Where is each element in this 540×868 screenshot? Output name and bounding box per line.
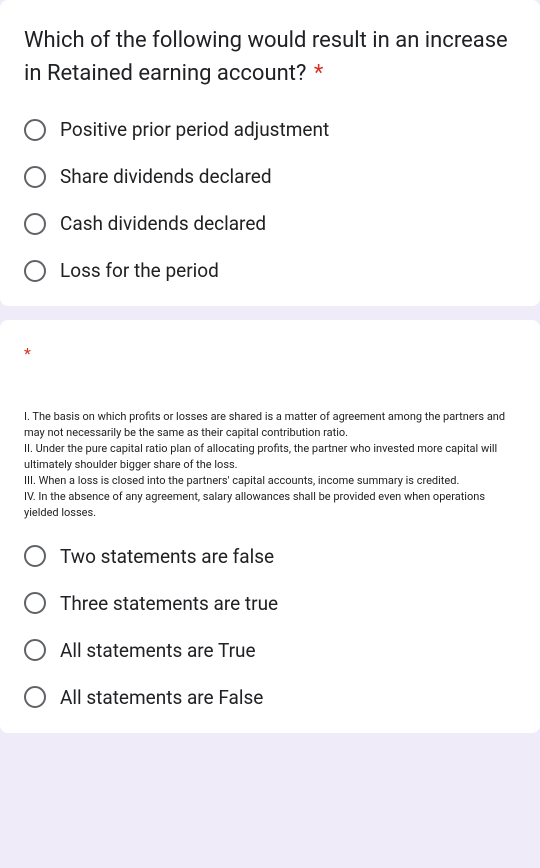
question-text: Which of the following would result in a… <box>24 28 508 86</box>
question-card-2: * I. The basis on which profits or losse… <box>0 320 540 733</box>
question-title: Which of the following would result in a… <box>24 24 516 90</box>
option-label: Three statements are true <box>60 592 278 615</box>
radio-option[interactable]: Two statements are false <box>24 545 516 568</box>
question-card-1: Which of the following would result in a… <box>0 0 540 306</box>
radio-icon <box>24 166 46 188</box>
option-label: Two statements are false <box>60 545 274 568</box>
radio-icon <box>24 686 46 708</box>
option-label: Loss for the period <box>60 259 219 282</box>
radio-option[interactable]: Loss for the period <box>24 259 516 282</box>
statement-line: IV. In the absence of any agreement, sal… <box>24 489 516 521</box>
radio-icon <box>24 213 46 235</box>
radio-option[interactable]: Cash dividends declared <box>24 212 516 235</box>
statement-line: III. When a loss is closed into the part… <box>24 473 516 489</box>
option-label: Positive prior period adjustment <box>60 118 329 141</box>
radio-icon <box>24 119 46 141</box>
radio-icon <box>24 639 46 661</box>
radio-option[interactable]: Three statements are true <box>24 592 516 615</box>
statements-block: I. The basis on which profits or losses … <box>24 409 516 521</box>
option-label: All statements are True <box>60 639 256 662</box>
option-label: All statements are False <box>60 686 263 709</box>
statement-line: I. The basis on which profits or losses … <box>24 409 516 441</box>
radio-icon <box>24 260 46 282</box>
radio-option[interactable]: Share dividends declared <box>24 165 516 188</box>
radio-option[interactable]: All statements are False <box>24 686 516 709</box>
statement-line: II. Under the pure capital ratio plan of… <box>24 441 516 473</box>
radio-icon <box>24 592 46 614</box>
option-label: Cash dividends declared <box>60 212 266 235</box>
option-label: Share dividends declared <box>60 165 272 188</box>
radio-option[interactable]: Positive prior period adjustment <box>24 118 516 141</box>
radio-option[interactable]: All statements are True <box>24 639 516 662</box>
radio-icon <box>24 545 46 567</box>
required-marker: * <box>314 61 323 86</box>
required-marker: * <box>24 344 516 363</box>
